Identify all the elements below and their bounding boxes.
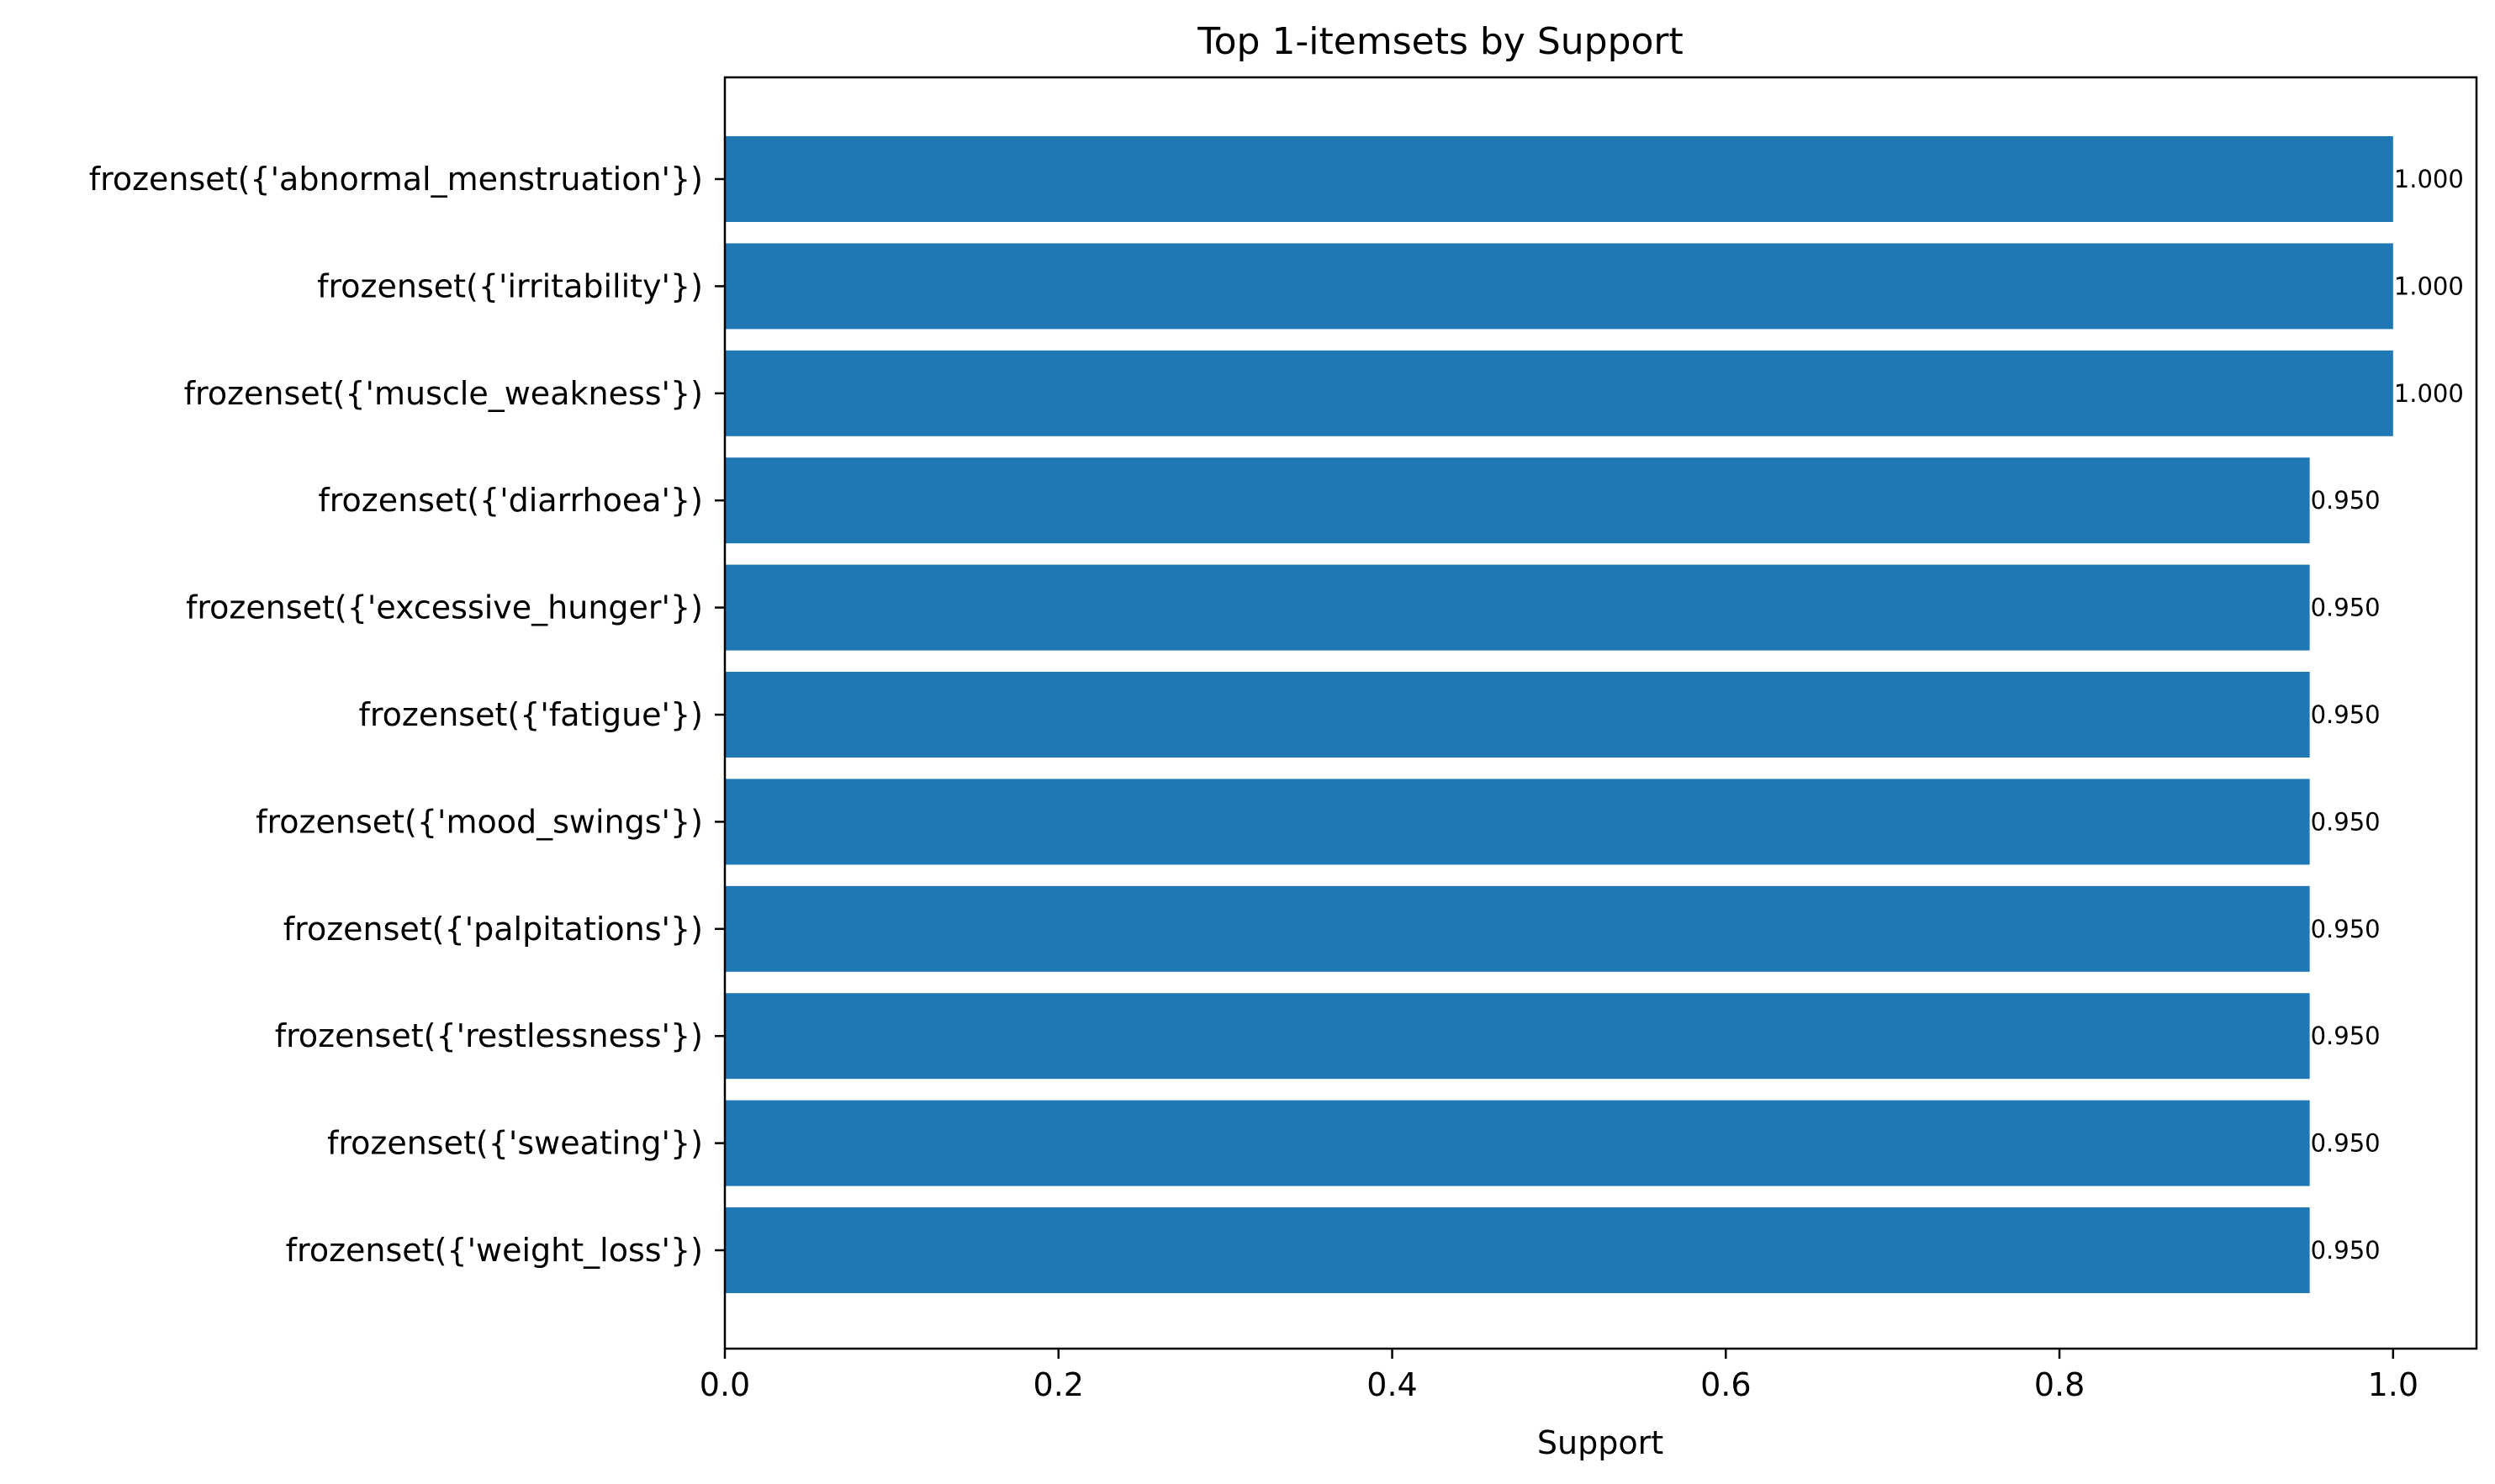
bar-value-label: 0.950 [2311,594,2381,622]
x-tick-label: 0.2 [1033,1366,1084,1403]
bar [725,243,2393,330]
bar [725,350,2393,436]
bars-layer: 1.000 1.000 1.000 0.950 0.950 0.950 0.950 0.950… [725,136,2464,1293]
y-tick-label: frozenset({'abnormal_menstruation'}) [89,161,703,198]
x-tick-label: 0.0 [700,1366,750,1403]
bar [725,457,2310,544]
x-tick-label: 0.4 [1366,1366,1417,1403]
y-tick-label: frozenset({'fatigue'}) [358,696,703,733]
y-tick-label: frozenset({'palpitations'}) [283,911,703,948]
bar-value-label: 0.950 [2311,700,2381,729]
bar-value-label: 1.000 [2394,165,2464,193]
y-tick-label: frozenset({'restlessness'}) [275,1017,703,1054]
bar-value-label: 1.000 [2394,272,2464,300]
plot-frame [723,76,2478,1350]
bar [725,993,2310,1080]
bar-value-label: 0.950 [2311,915,2381,943]
chart-title: Top 1-itemsets by Support [1197,20,1684,63]
bar-value-label: 0.950 [2311,807,2381,836]
bar-value-label: 0.950 [2311,1022,2381,1050]
bar [725,564,2310,651]
x-axis-label: Support [1537,1424,1663,1461]
y-tick-label: frozenset({'mood_swings'}) [256,803,703,840]
x-tick-label: 0.6 [1700,1366,1751,1403]
y-tick-label: frozenset({'excessive_hunger'}) [186,589,703,626]
y-tick-label: frozenset({'muscle_weakness'}) [184,375,703,412]
x-tick-label: 1.0 [2368,1366,2418,1403]
bar [725,672,2310,758]
bar [725,1100,2310,1186]
bar [725,136,2393,222]
bar [725,779,2310,865]
bar-value-label: 0.950 [2311,1129,2381,1158]
y-tick-label: frozenset({'irritability'}) [317,267,703,304]
axes-frame [723,76,2478,1350]
bar-value-label: 0.950 [2311,1236,2381,1265]
bar [725,885,2310,972]
bar-value-label: 1.000 [2394,379,2464,408]
y-axis-ticks: frozenset({'abnormal_menstruation'})froz… [89,161,725,1269]
bar [725,1207,2310,1293]
x-tick-label: 0.8 [2034,1366,2085,1403]
y-tick-label: frozenset({'weight_loss'}) [286,1232,703,1269]
x-axis-ticks: 0.0 0.2 0.4 0.6 0.8 1.0 [700,1349,2418,1403]
y-tick-label: frozenset({'sweating'}) [327,1125,703,1162]
bar-value-label: 0.950 [2311,486,2381,515]
y-tick-label: frozenset({'diarrhoea'}) [318,482,703,519]
